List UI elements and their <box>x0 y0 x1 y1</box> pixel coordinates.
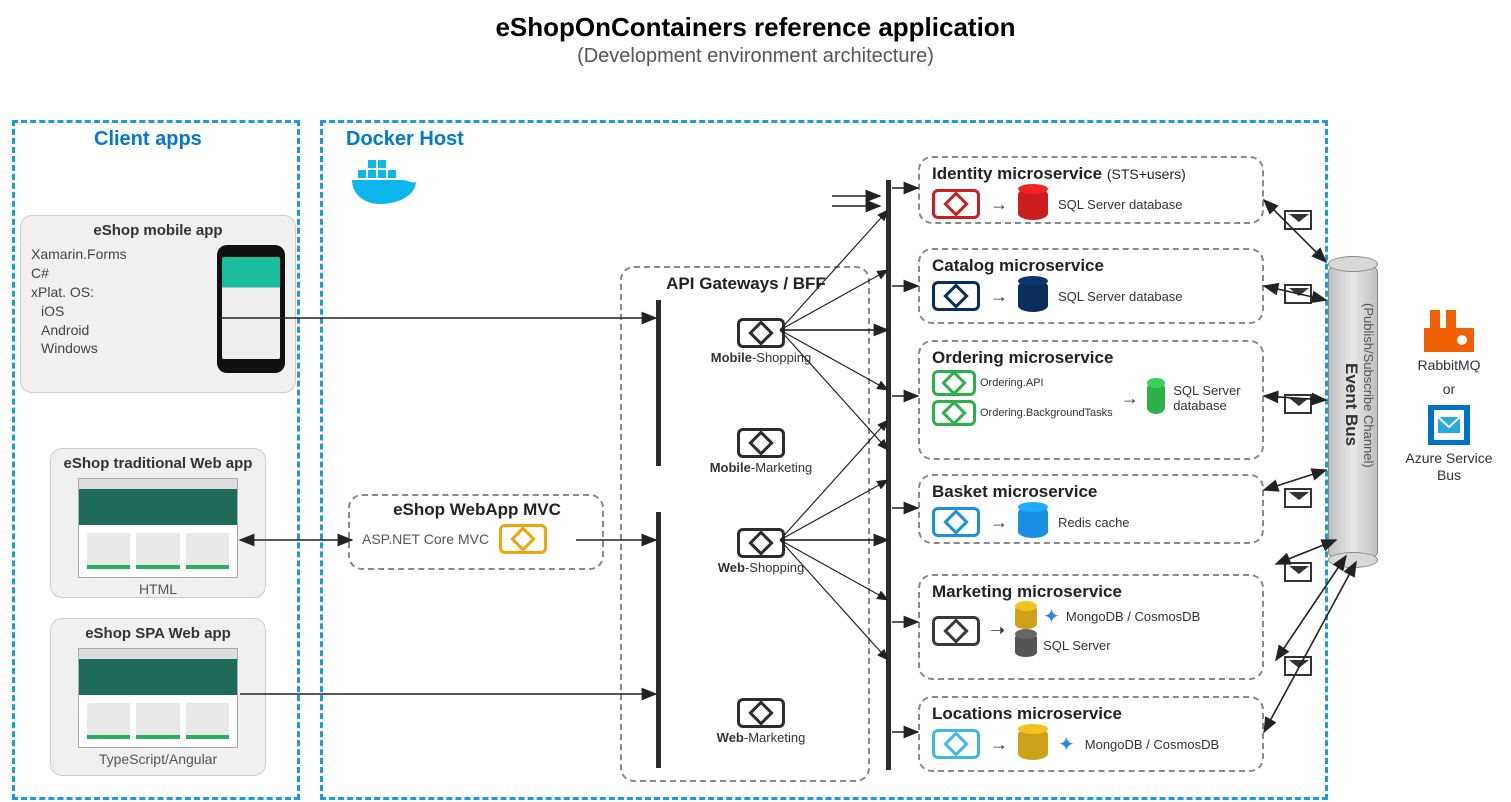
gateway-mobile-marketing: Mobile-Marketing <box>696 428 826 475</box>
event-bus-sub: (Publish/Subscribe Channel) <box>1361 303 1376 468</box>
gateways-title: API Gateways / BFF <box>622 268 868 296</box>
envelope-icon <box>1284 488 1312 508</box>
docker-whale-icon <box>350 156 420 206</box>
client-apps-label: Client apps <box>94 128 202 151</box>
ms-title: Locations microservice <box>920 698 1262 726</box>
hex-icon <box>932 189 980 219</box>
client-spa-title: eShop SPA Web app <box>51 619 265 644</box>
ms-title: Ordering microservice <box>920 342 1262 370</box>
browser-icon <box>78 478 238 578</box>
ms-marketing: Marketing microservice ➝ ✦MongoDB / Cosm… <box>918 574 1264 680</box>
ms-title: Basket microservice <box>920 476 1262 504</box>
gateway-mobile-shopping: Mobile-Shopping <box>696 318 826 365</box>
gateway-label: Mobile-Shopping <box>696 350 826 365</box>
db-label: SQL Server database <box>1058 289 1183 304</box>
client-web-footer: HTML <box>51 578 265 597</box>
db-label: SQL Server database <box>1173 383 1250 413</box>
envelope-icon <box>1284 284 1312 304</box>
client-spa-box: eShop SPA Web app TypeScript/Angular <box>50 618 266 776</box>
ms-title: Catalog microservice <box>920 250 1262 278</box>
docker-host-label: Docker Host <box>346 128 464 151</box>
page-subtitle: (Development environment architecture) <box>0 43 1511 68</box>
rabbitmq-label: RabbitMQ <box>1394 357 1504 373</box>
client-mobile-box: eShop mobile app Xamarin.Forms C# xPlat.… <box>20 215 296 393</box>
mvc-box: eShop WebApp MVC ASP.NET Core MVC <box>348 494 604 570</box>
ms-title: Identity microservice (STS+users) <box>920 158 1262 186</box>
or-label: or <box>1394 373 1504 405</box>
envelope-icon <box>1284 210 1312 230</box>
browser-icon <box>78 648 238 748</box>
azure-bus-label: Azure Service Bus <box>1394 450 1504 484</box>
gateway-label: Web-Shopping <box>696 560 826 575</box>
envelope-icon <box>1284 394 1312 414</box>
hex-icon <box>737 318 785 348</box>
gateway-web-shopping: Web-Shopping <box>696 528 826 575</box>
hex-icon <box>737 528 785 558</box>
event-bus: Event Bus (Publish/Subscribe Channel) <box>1328 262 1378 562</box>
azure-bus-icon <box>1424 405 1474 445</box>
ms-title: Marketing microservice <box>920 576 1262 604</box>
client-web-title: eShop traditional Web app <box>51 449 265 474</box>
db-icon <box>1147 382 1166 414</box>
gateway-bar-2 <box>656 512 661 768</box>
mvc-sub: ASP.NET Core MVC <box>362 531 489 547</box>
phone-icon <box>217 245 285 373</box>
gateway-label: Mobile-Marketing <box>696 460 826 475</box>
client-spa-footer: TypeScript/Angular <box>51 748 265 767</box>
gateway-label: Web-Marketing <box>696 730 826 745</box>
client-mobile-tech: Xamarin.Forms C# xPlat. OS: iOS Android … <box>31 245 207 373</box>
event-bus-title: Event Bus <box>1341 363 1361 446</box>
rabbitmq-icon <box>1424 310 1474 352</box>
gateway-web-marketing: Web-Marketing <box>696 698 826 745</box>
hex-icon <box>737 428 785 458</box>
gateway-bar-1 <box>656 300 661 466</box>
db-icon <box>1018 280 1048 312</box>
client-mobile-title: eShop mobile app <box>21 216 295 241</box>
db-label: SQL Server database <box>1058 197 1183 212</box>
ms-identity: Identity microservice (STS+users) → SQL … <box>918 156 1264 224</box>
ms-catalog: Catalog microservice → SQL Server databa… <box>918 248 1264 324</box>
db-icon <box>1018 506 1048 538</box>
hex-icon <box>499 524 547 554</box>
ms-entry-bar <box>886 180 891 770</box>
db-icon <box>1018 188 1048 220</box>
hex-icon <box>737 698 785 728</box>
bus-options: RabbitMQ or Azure Service Bus <box>1394 310 1504 484</box>
mvc-title: eShop WebApp MVC <box>350 496 602 522</box>
page-title: eShopOnContainers reference application <box>0 0 1511 43</box>
envelope-icon <box>1284 656 1312 676</box>
client-web-box: eShop traditional Web app HTML <box>50 448 266 598</box>
envelope-icon <box>1284 562 1312 582</box>
hex-icon <box>932 507 980 537</box>
hex-icon <box>932 281 980 311</box>
ms-ordering: Ordering microservice Ordering.API Order… <box>918 340 1264 460</box>
ms-basket: Basket microservice → Redis cache <box>918 474 1264 544</box>
ms-locations: Locations microservice → ✦ MongoDB / Cos… <box>918 696 1264 772</box>
db-label: Redis cache <box>1058 515 1130 530</box>
